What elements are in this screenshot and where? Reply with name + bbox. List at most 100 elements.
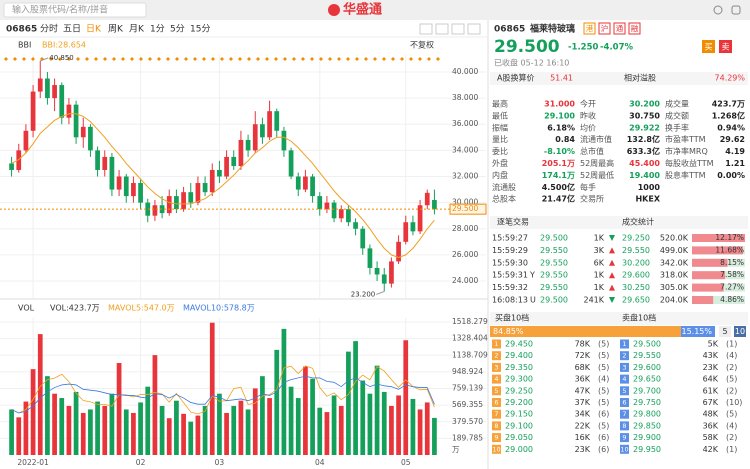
book-header [490, 312, 748, 325]
period-tab[interactable]: 月K [129, 24, 145, 35]
candle-body [152, 205, 158, 216]
period-tab[interactable]: 五日 [63, 24, 81, 35]
search-box[interactable] [3, 2, 147, 18]
event-marker [175, 57, 179, 61]
trade-button[interactable] [702, 40, 715, 53]
stat-label: 量比 [492, 134, 508, 144]
y-tick-label: 1138.709 [452, 350, 488, 359]
volume-bar [145, 386, 151, 455]
event-marker [400, 57, 404, 61]
trade-button[interactable] [719, 40, 732, 53]
stat-value: 30.200 [629, 100, 660, 109]
period-tab[interactable]: 15分 [190, 24, 210, 35]
adjust-select[interactable]: 不复权 [410, 40, 434, 50]
candle-body [138, 183, 143, 203]
depth-button[interactable] [734, 326, 746, 337]
book-price: 29.100 [505, 421, 533, 430]
settings-icon[interactable] [713, 5, 723, 15]
bell-icon[interactable] [731, 5, 741, 15]
candle-body [37, 78, 43, 92]
book-qty: 36K [703, 421, 719, 430]
legend-entry: MAVOL10:578.8万 [183, 304, 255, 313]
quote-name: 福莱特玻璃 [529, 23, 575, 35]
level: 8 [494, 422, 498, 430]
level-box [620, 351, 629, 361]
level-box [620, 362, 629, 372]
candle-body [310, 176, 315, 197]
sell-title: 卖盘10档 [622, 313, 656, 323]
y-tick-label: 40.000 [452, 67, 478, 76]
zoom-button[interactable] [435, 23, 449, 35]
zoom-button[interactable] [419, 23, 433, 35]
period-tab[interactable]: 5分 [170, 24, 185, 35]
event-marker [382, 57, 386, 61]
candle-body [324, 202, 330, 210]
indicator-name: BBI [18, 41, 31, 50]
stat-volume: 342.0K [660, 258, 689, 267]
volume-bar [188, 421, 194, 455]
stat-value: 1.21 [725, 159, 745, 168]
event-marker [418, 57, 422, 61]
stat-label: 每手 [580, 182, 596, 192]
depth-button[interactable] [719, 326, 731, 337]
book-price: 29.300 [505, 375, 533, 384]
volume-bar [131, 412, 136, 455]
candle-body [245, 139, 251, 151]
book-count: (2) [726, 433, 737, 442]
candle-body [260, 124, 265, 138]
book-qty: 68K [575, 363, 591, 372]
candle-body [410, 222, 416, 232]
volume-bar [231, 405, 237, 455]
trade-volume: 3K [594, 246, 605, 255]
stat-price: 29.600 [622, 271, 650, 280]
period-tab[interactable]: 1分 [150, 24, 165, 35]
book-count: (4) [726, 421, 737, 430]
event-marker [31, 57, 35, 61]
legend-entry: MAVOL5:547.0万 [108, 304, 175, 313]
zoom-button[interactable] [451, 23, 465, 35]
period-tab[interactable]: 分时 [40, 23, 58, 35]
candle-body [396, 241, 401, 262]
event-marker [373, 57, 377, 61]
level: 9 [622, 434, 626, 442]
trade-stats-title: 成交统计 [622, 217, 654, 227]
quote-change: -1.250 [568, 43, 598, 53]
period-tab[interactable]: 日K [86, 24, 102, 35]
volume-bar [159, 405, 165, 455]
stat-value: 174.1万 [542, 171, 575, 180]
event-marker [301, 57, 305, 61]
volume-bar [80, 412, 86, 455]
volume-bar [166, 418, 172, 455]
stat-value: 633.3亿 [627, 146, 660, 156]
volume-bar [396, 395, 401, 455]
zoom-button[interactable] [467, 23, 481, 35]
event-marker [256, 57, 260, 61]
volume-bar [217, 393, 222, 455]
y-tick-label: 28.000 [452, 224, 478, 233]
volume-bar [37, 334, 43, 455]
period-tab[interactable]: 周K [108, 24, 124, 35]
book-qty: 5K [708, 340, 719, 349]
stat-label: 每股收益TTM [665, 158, 714, 168]
trade-price: 29.550 [540, 271, 568, 280]
volume-bar [138, 402, 143, 455]
level-box [620, 374, 629, 384]
book-price: 29.400 [505, 351, 533, 360]
volume-bar [224, 412, 229, 455]
top-bar [0, 0, 750, 20]
book-count: (2) [726, 363, 737, 372]
stat-price: 29.250 [622, 234, 650, 243]
level-box [492, 339, 501, 349]
candle-body [181, 192, 186, 210]
candle-body [174, 196, 179, 210]
event-marker [283, 57, 287, 61]
search-placeholder: 输入股票代码/名称/拼音 [12, 4, 108, 16]
candle-body [80, 126, 86, 138]
event-marker [13, 57, 17, 61]
candle-body [417, 205, 423, 232]
candle-body [338, 209, 344, 219]
low-annotation: 23.200 [351, 290, 376, 298]
y-tick-label: 1518.279 [452, 317, 488, 326]
a-share-label: A股换算价 [497, 73, 534, 83]
